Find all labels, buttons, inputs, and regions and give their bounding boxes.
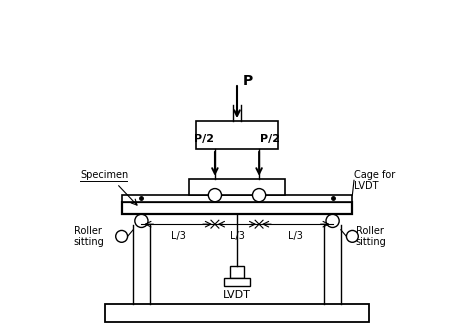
Text: P: P: [243, 74, 253, 88]
Circle shape: [326, 214, 339, 227]
Text: P/2: P/2: [260, 134, 280, 144]
Circle shape: [116, 230, 128, 242]
Text: L/3: L/3: [229, 231, 245, 241]
Bar: [122, 202, 352, 214]
Bar: [105, 304, 369, 322]
Bar: [189, 179, 285, 195]
Text: P/2: P/2: [194, 134, 214, 144]
Circle shape: [135, 214, 148, 227]
Text: Cage for
LVDT: Cage for LVDT: [354, 169, 395, 191]
Bar: [122, 195, 352, 202]
Text: Roller
sitting: Roller sitting: [74, 225, 105, 247]
Text: L/3: L/3: [288, 231, 303, 241]
Text: Roller
sitting: Roller sitting: [356, 225, 386, 247]
Text: L/3: L/3: [171, 231, 186, 241]
Circle shape: [253, 189, 265, 202]
Text: LVDT: LVDT: [223, 290, 251, 300]
Bar: [196, 121, 278, 149]
Circle shape: [209, 189, 221, 202]
Bar: [225, 278, 249, 286]
Text: Specimen: Specimen: [81, 170, 128, 180]
Bar: [230, 266, 244, 278]
Circle shape: [346, 230, 358, 242]
